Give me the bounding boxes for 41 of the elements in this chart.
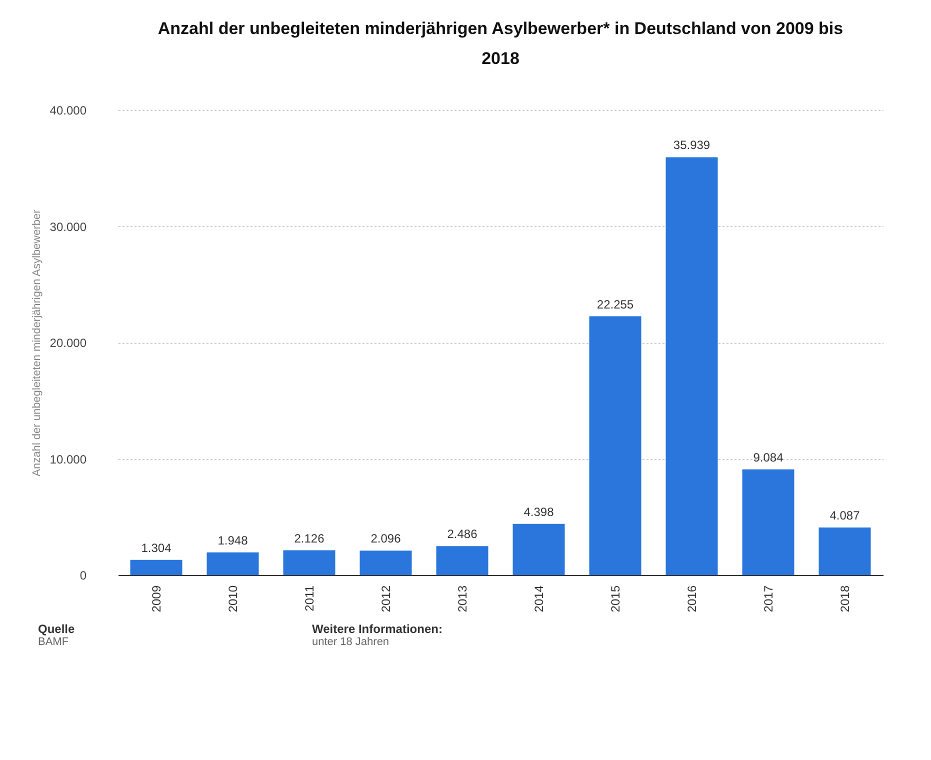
y-tick-label: 40.000 [50, 104, 87, 118]
data-label: 4.398 [524, 504, 554, 519]
text: BAMF [38, 636, 70, 648]
data-label: 2.486 [447, 527, 478, 542]
data-label: 35.939 [673, 138, 710, 152]
x-tick-label: 2015 [608, 585, 622, 612]
data-label: 4.087 [830, 508, 860, 522]
data-label: 9.084 [753, 450, 784, 464]
bar [818, 527, 871, 575]
y-tick-label: 10.000 [50, 452, 87, 466]
bar [742, 469, 794, 575]
y-tick-label: 0 [80, 568, 87, 582]
x-tick-label: 2010 [226, 585, 240, 612]
data-label: 1.948 [218, 533, 248, 548]
text: unter 18 Jahren [312, 636, 390, 648]
y-axis-title: Anzahl der unbegleiteten minderjährigen Asylbewerber [30, 209, 43, 476]
x-tick-label: 2017 [761, 585, 776, 612]
x-tick-label: 2018 [838, 585, 852, 612]
bar [436, 546, 488, 575]
chart-title: Anzahl der unbegleiteten minderjährigen Asylbewerber* in Deutschland von 2009 bis 2018 [158, 19, 844, 68]
bar [130, 560, 182, 575]
bar [666, 157, 718, 575]
text: Quelle [38, 622, 75, 636]
text: Weitere Informationen: [312, 622, 442, 636]
bar [206, 552, 259, 575]
bar [512, 524, 565, 575]
bar [589, 316, 642, 575]
x-tick-label: 2016 [684, 585, 699, 612]
y-tick-label: 30.000 [50, 220, 87, 234]
x-tick-label: 2014 [532, 585, 546, 612]
y-tick-label: 20.000 [50, 336, 87, 350]
data-label: 22.255 [596, 297, 634, 312]
bar [283, 550, 336, 575]
bar [360, 550, 412, 575]
data-label: 2.096 [370, 532, 402, 546]
x-tick-label: 2011 [302, 585, 316, 612]
data-label: 2.126 [294, 531, 325, 546]
x-tick-label: 2009 [149, 585, 164, 612]
x-tick-label: 2012 [378, 585, 393, 612]
data-label: 1.304 [141, 540, 172, 555]
x-tick-label: 2013 [455, 585, 470, 612]
